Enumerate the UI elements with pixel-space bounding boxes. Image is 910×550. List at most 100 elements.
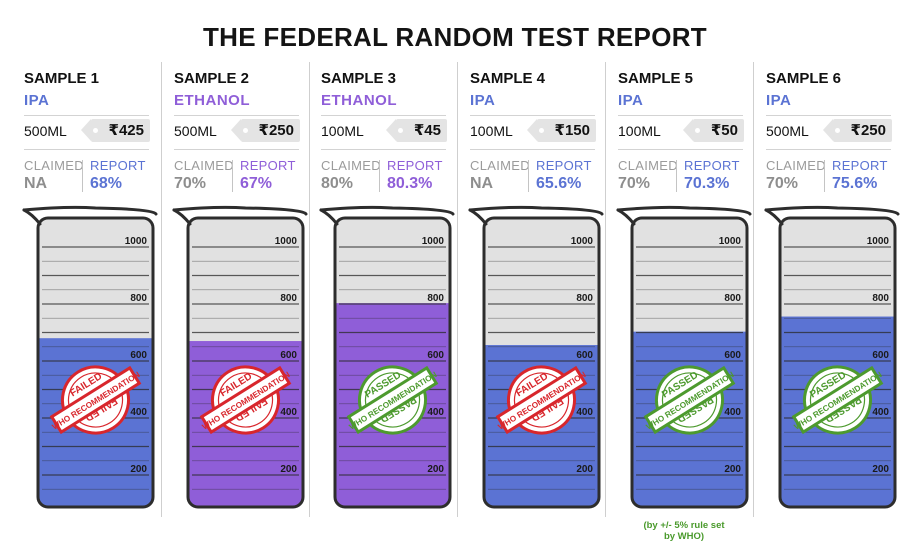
beaker-outline [186, 216, 305, 509]
scale-label: 800 [576, 293, 593, 304]
scale-label: 800 [724, 293, 741, 304]
sample-label: SAMPLE 3 [321, 70, 397, 87]
report-label: REPORT [240, 158, 296, 173]
scale-label: 200 [427, 464, 444, 475]
price-tag: ₹425 [80, 119, 150, 142]
note-line: (by +/- 5% rule set [643, 520, 725, 531]
scale-label: 800 [872, 293, 889, 304]
sample-label: SAMPLE 4 [470, 70, 546, 87]
claim-divider [232, 160, 233, 192]
column-divider [457, 62, 458, 517]
beaker-rim [468, 205, 604, 216]
scale-label: 800 [280, 293, 297, 304]
scale-label: 200 [872, 464, 889, 475]
separator-line [24, 115, 149, 116]
separator-line [174, 115, 299, 116]
scale-label: 600 [724, 350, 741, 361]
sample-column-3: SAMPLE 3 ETHANOL 100ML ₹45 CLAIMED 80% REPORT 8… [313, 62, 461, 517]
scale-label: 800 [427, 293, 444, 304]
sample-label: SAMPLE 1 [24, 70, 100, 87]
claim-divider [528, 160, 529, 192]
scale-label: 400 [130, 407, 147, 418]
scale-label: 1000 [867, 236, 890, 247]
claimed-value: NA [24, 175, 48, 192]
claimed-label: CLAIMED [174, 158, 234, 173]
substance-name: IPA [470, 92, 496, 109]
report-value: 70.3% [684, 175, 730, 192]
report-label: REPORT [832, 158, 888, 173]
sample-column-5: SAMPLE 5 IPA 100ML ₹50 CLAIMED 70% REPORT 70.3%… [610, 62, 758, 542]
sample-label: SAMPLE 5 [618, 70, 694, 87]
substance-name: IPA [766, 92, 792, 109]
scale-label: 400 [872, 407, 889, 418]
sample-column-4: SAMPLE 4 IPA 100ML ₹150 CLAIMED NA REPORT 65.6%… [462, 62, 610, 517]
claim-divider [676, 160, 677, 192]
scale-label: 600 [576, 350, 593, 361]
claimed-label: CLAIMED [24, 158, 84, 173]
beaker-spout [22, 208, 42, 226]
separator-line [618, 115, 743, 116]
claimed-label: CLAIMED [321, 158, 381, 173]
note-line: by WHO) [663, 531, 705, 542]
price-tag: ₹50 [682, 119, 744, 142]
volume-label: 500ML [174, 123, 217, 139]
claim-divider [824, 160, 825, 192]
claim-divider [379, 160, 380, 192]
report-label: REPORT [387, 158, 443, 173]
scale-label: 400 [724, 407, 741, 418]
beaker-spout [616, 208, 636, 226]
volume-label: 500ML [766, 123, 809, 139]
volume-label: 100ML [618, 123, 661, 139]
substance-name: IPA [24, 92, 50, 109]
sample-label: SAMPLE 2 [174, 70, 250, 87]
scale-label: 1000 [275, 236, 298, 247]
page-title: THE FEDERAL RANDOM TEST REPORT [203, 22, 707, 52]
scale-label: 400 [427, 407, 444, 418]
claimed-value: 80% [321, 175, 354, 192]
price-tag: ₹150 [526, 119, 596, 142]
volume-label: 500ML [24, 123, 67, 139]
beaker-rim [319, 205, 455, 216]
price-tag: ₹250 [822, 119, 892, 142]
substance-name: ETHANOL [321, 92, 397, 109]
report-value: 75.6% [832, 175, 878, 192]
scale-label: 200 [576, 464, 593, 475]
scale-label: 1000 [422, 236, 445, 247]
claimed-label: CLAIMED [618, 158, 678, 173]
sample-label: SAMPLE 6 [766, 70, 842, 87]
price-tag: ₹250 [230, 119, 300, 142]
report-value: 68% [90, 175, 123, 192]
separator-line [766, 115, 891, 116]
separator-line [470, 115, 595, 116]
scale-label: 600 [872, 350, 889, 361]
beaker-rim [172, 205, 308, 216]
volume-label: 100ML [470, 123, 513, 139]
report-label: REPORT [684, 158, 740, 173]
sample-column-6: SAMPLE 6 IPA 500ML ₹250 CLAIMED 70% REPORT 75.6… [758, 62, 906, 517]
volume-label: 100ML [321, 123, 364, 139]
separator-line [174, 149, 299, 150]
substance-name: ETHANOL [174, 92, 250, 109]
scale-label: 1000 [719, 236, 742, 247]
beaker-outline [333, 216, 452, 509]
scale-label: 1000 [571, 236, 594, 247]
report-label: REPORT [90, 158, 146, 173]
separator-line [470, 149, 595, 150]
beaker-outline [778, 216, 897, 509]
claimed-label: CLAIMED [470, 158, 530, 173]
column-divider [161, 62, 162, 517]
beaker-spout [172, 208, 192, 226]
beaker-spout [319, 208, 339, 226]
claimed-value: 70% [174, 175, 207, 192]
scale-label: 400 [576, 407, 593, 418]
beaker-spout [764, 208, 784, 226]
column-divider [753, 62, 754, 517]
scale-label: 1000 [125, 236, 148, 247]
report-label: REPORT [536, 158, 592, 173]
claimed-value: 70% [618, 175, 651, 192]
separator-line [24, 149, 149, 150]
